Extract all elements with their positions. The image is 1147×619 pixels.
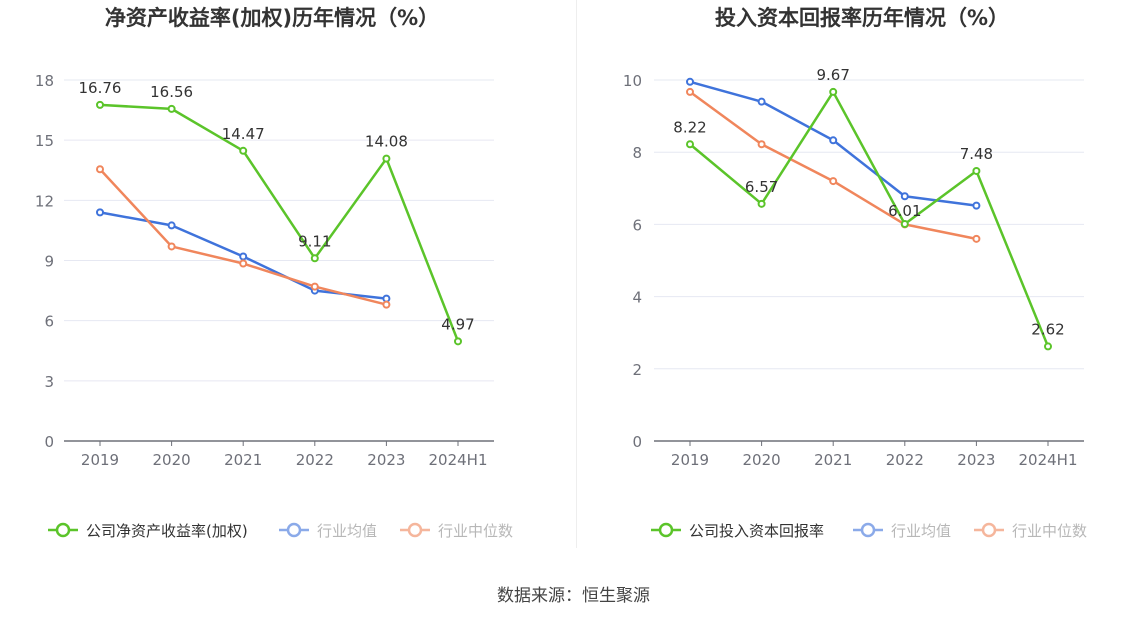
y-tick-label: 6: [632, 216, 642, 234]
data-point-company: [454, 337, 462, 346]
data-point-company: [829, 87, 838, 96]
data-point-company: [96, 100, 104, 109]
roe-chart: 净资产收益率(加权)历年情况（%） 0 3 6 9 12 15 18 2019 2020 2021 2…: [35, 6, 513, 540]
data-label: 14.08: [365, 133, 408, 151]
data-label: 6.01: [888, 202, 921, 220]
data-label: 6.57: [745, 178, 778, 196]
y-tick-label: 6: [44, 313, 54, 331]
chart-title: 投入资本回报率历年情况（%）: [715, 6, 1009, 30]
x-tick-label: 2022: [296, 451, 334, 469]
roic-chart: 投入资本回报率历年情况（%） 0 2 4 6 8 10 2019 2020 2021 2022 202…: [623, 6, 1087, 540]
data-label: 9.67: [816, 66, 849, 84]
y-tick-label: 10: [623, 72, 642, 90]
legend-item-industry_avg: 行业均值: [279, 522, 377, 540]
y-tick-label: 4: [632, 289, 642, 307]
data-point-company: [900, 220, 909, 229]
x-tick-label: 2024H1: [1019, 451, 1078, 469]
data-point-industry_median: [239, 259, 248, 268]
legend-marker: [55, 522, 71, 538]
x-tick-label: 2021: [224, 451, 262, 469]
data-point-industry_avg: [829, 136, 838, 145]
data-label: 16.56: [150, 83, 193, 101]
legend-marker: [658, 522, 674, 538]
data-point-industry_avg: [757, 97, 766, 106]
data-label: 16.76: [79, 79, 122, 97]
legend-label: 行业均值: [891, 522, 951, 540]
x-tick-label: 2020: [743, 451, 781, 469]
data-label: 8.22: [673, 118, 706, 136]
data-point-company: [1044, 342, 1052, 351]
legend-label: 行业中位数: [438, 522, 513, 540]
y-tick-label: 3: [44, 373, 54, 391]
data-point-industry_median: [167, 242, 176, 251]
y-tick-label: 0: [44, 433, 54, 451]
series-line-industry_median: [689, 90, 977, 241]
x-tick-label: 2020: [153, 451, 191, 469]
legend-item-industry_median: 行业中位数: [400, 522, 513, 540]
data-source: 数据来源：恒生聚源: [497, 586, 650, 606]
data-point-company: [757, 199, 766, 208]
data-label: 7.48: [960, 145, 993, 163]
y-tick-label: 2: [632, 361, 642, 379]
data-point-industry_avg: [96, 208, 104, 217]
legend-label: 行业中位数: [1012, 522, 1087, 540]
data-point-industry_avg: [900, 192, 909, 201]
legend-marker: [981, 522, 997, 538]
legend-item-industry_median: 行业中位数: [974, 522, 1087, 540]
data-point-industry_median: [757, 140, 766, 149]
data-label: 14.47: [222, 125, 265, 143]
data-point-company: [972, 166, 981, 175]
data-point-industry_avg: [239, 252, 248, 261]
x-tick-label: 2019: [671, 451, 709, 469]
series-line-company: [99, 103, 460, 342]
data-label: 4.97: [441, 315, 474, 333]
data-point-company: [686, 140, 694, 149]
data-point-industry_avg: [686, 77, 694, 86]
legend-marker: [407, 522, 423, 538]
y-tick-label: 8: [632, 144, 642, 162]
y-tick-label: 15: [35, 132, 54, 150]
legend-label: 行业均值: [317, 522, 377, 540]
legend-marker: [286, 522, 302, 538]
y-tick-label: 0: [632, 433, 642, 451]
legend-marker: [860, 522, 876, 538]
x-tick-label: 2019: [81, 451, 119, 469]
data-point-company: [310, 254, 319, 263]
data-point-company: [167, 104, 176, 113]
data-label: 2.62: [1031, 320, 1064, 338]
data-label: 9.11: [298, 232, 331, 250]
data-point-industry_avg: [167, 221, 176, 230]
x-tick-label: 2024H1: [429, 451, 488, 469]
data-point-industry_median: [686, 87, 694, 96]
series-line-company: [689, 90, 1050, 347]
x-tick-label: 2021: [814, 451, 852, 469]
data-point-industry_median: [829, 177, 838, 186]
legend-item-company: 公司投入资本回报率: [651, 522, 824, 540]
data-point-industry_median: [310, 282, 319, 291]
legend-item-industry_avg: 行业均值: [853, 522, 951, 540]
x-tick-label: 2023: [957, 451, 995, 469]
chart-title: 净资产收益率(加权)历年情况（%）: [105, 6, 439, 30]
data-point-industry_median: [96, 165, 104, 174]
data-point-industry_avg: [972, 201, 981, 210]
legend-item-company: 公司净资产收益率(加权): [48, 522, 248, 540]
data-point-company: [239, 146, 248, 155]
y-tick-label: 18: [35, 72, 54, 90]
data-point-company: [382, 154, 391, 163]
y-tick-label: 12: [35, 192, 54, 210]
data-point-industry_median: [972, 234, 981, 243]
legend-label: 公司投入资本回报率: [689, 522, 824, 540]
x-tick-label: 2023: [367, 451, 405, 469]
y-tick-label: 9: [44, 253, 54, 271]
data-point-industry_median: [382, 300, 391, 309]
x-tick-label: 2022: [886, 451, 924, 469]
legend-label: 公司净资产收益率(加权): [86, 522, 248, 540]
chart-divider: [576, 0, 577, 548]
